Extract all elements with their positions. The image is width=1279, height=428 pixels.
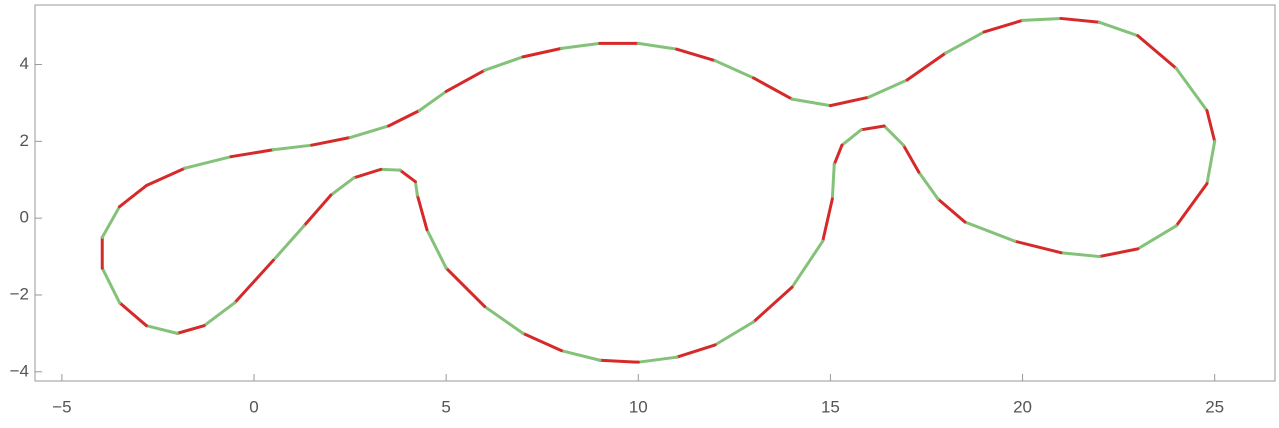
x-tick-label: 5 [441, 397, 450, 416]
curve-segment [713, 59, 756, 80]
plot-frame [34, 4, 1276, 382]
curve-segment [675, 343, 717, 359]
curve-segment [348, 124, 391, 140]
curve-segment [233, 258, 275, 305]
curve-segment [521, 46, 563, 59]
curve-segment [483, 55, 525, 72]
curve-segment [100, 266, 122, 305]
curve-segment [1205, 139, 1217, 186]
curve-segment [867, 78, 909, 99]
curve-segment [636, 355, 679, 364]
curve-segment [675, 47, 717, 63]
curve-segment [1021, 16, 1063, 22]
curve-segment [229, 148, 275, 159]
x-tick-label: 25 [1205, 397, 1224, 416]
curve-segment [790, 239, 825, 289]
curve-segment [118, 184, 148, 209]
curve-segment [832, 143, 844, 166]
curve-segment [302, 193, 333, 228]
curve-segment [183, 155, 233, 170]
curve-segment [905, 51, 948, 82]
x-tick-label: −5 [52, 397, 71, 416]
curve-segment [790, 97, 832, 108]
curve-segment [936, 197, 967, 224]
curve-segment [828, 95, 871, 108]
y-tick-label: −4 [10, 361, 29, 380]
curve-segment [425, 228, 448, 270]
curve-segment [882, 124, 905, 147]
curve-segment [387, 109, 421, 128]
curve-segment [1059, 251, 1101, 259]
curve-segment [982, 18, 1025, 34]
curve-segment [752, 285, 794, 324]
curve-segment [1013, 239, 1063, 255]
y-tick-label: 2 [20, 131, 29, 150]
curve-segment [944, 30, 986, 55]
curve-segment [379, 167, 402, 172]
curve-segment [752, 76, 794, 101]
curve-segment [483, 304, 525, 335]
curve-segment [713, 320, 756, 347]
curve-segment [271, 224, 306, 262]
curve-segment [901, 143, 921, 174]
curve-segment [1097, 247, 1140, 259]
curve-segment [917, 170, 940, 201]
curve-segment [1097, 20, 1140, 38]
x-tick-label: 15 [821, 397, 840, 416]
curve-segment [1059, 16, 1101, 24]
curve-segment [521, 331, 563, 353]
curve-segment [963, 220, 1017, 243]
x-tick-label: 10 [629, 397, 648, 416]
curve-segment [413, 180, 419, 197]
y-tick-label: 0 [20, 208, 29, 227]
curve-segment [840, 128, 863, 147]
curve-segment [100, 205, 122, 239]
curve-segment [859, 124, 886, 132]
curve-segment [830, 162, 836, 201]
curve-segment [352, 167, 383, 180]
curve-segment [821, 197, 834, 243]
curve-segment [1136, 224, 1178, 251]
curve-segment [398, 168, 417, 184]
curve-segment [144, 324, 179, 335]
curve-segment [444, 68, 487, 93]
y-tick-label: 4 [20, 54, 29, 73]
curve-segment [202, 301, 237, 328]
x-tick-label: 20 [1013, 397, 1032, 416]
curve-segment [175, 324, 206, 335]
curve-segment [415, 193, 429, 232]
curve-segment [1174, 182, 1209, 228]
curve-segment [271, 143, 314, 152]
curve-segment [598, 358, 640, 364]
curve-segment [144, 166, 187, 188]
curve-segment [310, 136, 352, 147]
curve-segment [559, 349, 602, 362]
curve-segment [1136, 34, 1178, 70]
curve-segment [636, 41, 679, 51]
curve-segment [417, 89, 448, 113]
curve-segment [444, 266, 487, 308]
curve-segment [118, 301, 148, 328]
curve-segment [1174, 66, 1209, 113]
curve-segment [559, 41, 602, 50]
y-tick-label: −2 [10, 284, 29, 303]
curve-segment [1205, 109, 1217, 143]
x-tick-label: 0 [249, 397, 258, 416]
curve-segment [329, 176, 356, 197]
